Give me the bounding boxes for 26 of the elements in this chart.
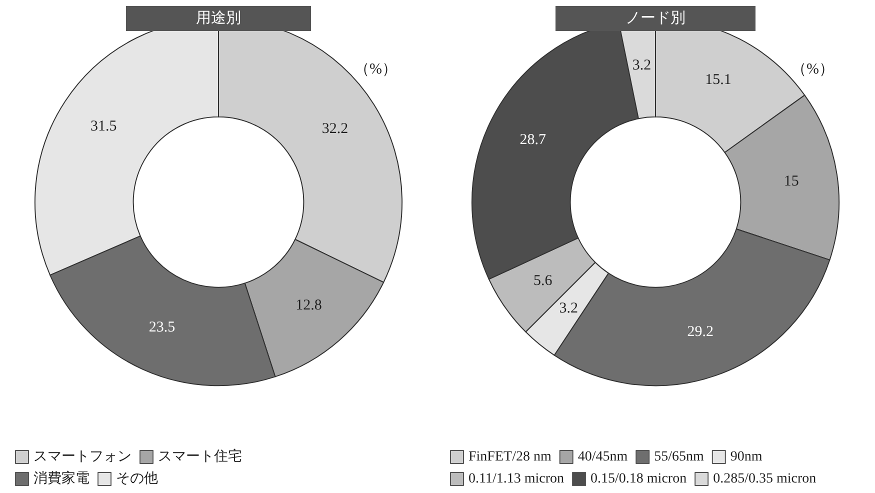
- legend-label: 0.15/0.18 micron: [590, 472, 687, 486]
- data-label: 32.2: [322, 121, 348, 138]
- legend-label: 0.285/0.35 micron: [713, 472, 816, 486]
- data-label: 28.7: [520, 132, 547, 148]
- legend-label: 40/45nm: [578, 450, 628, 464]
- legend-label: 消費家電: [34, 470, 90, 486]
- data-label: 3.2: [632, 57, 652, 74]
- data-label: 5.6: [533, 272, 553, 289]
- data-label: 15: [784, 173, 799, 190]
- legend-label: 55/65nm: [654, 450, 704, 464]
- data-label: 3.2: [559, 300, 578, 317]
- legend-label: 0.11/1.13 micron: [468, 472, 564, 486]
- text: （%）: [354, 62, 398, 78]
- legend-label: その他: [116, 470, 158, 486]
- text: （%）: [792, 62, 834, 78]
- data-label: 23.5: [148, 319, 176, 336]
- data-label: 29.2: [687, 324, 714, 340]
- data-label: 31.5: [90, 118, 117, 135]
- legend-label: 90nm: [730, 450, 762, 464]
- legend-label: FinFET/28 nm: [468, 450, 552, 464]
- legend-label: スマートフォン: [34, 450, 132, 464]
- legend-label: スマート住宅: [158, 448, 242, 464]
- chart-title: 用途別: [196, 10, 241, 26]
- data-label: 15.1: [705, 72, 732, 88]
- data-label: 12.8: [296, 298, 322, 314]
- chart-title: ノード別: [626, 10, 686, 26]
